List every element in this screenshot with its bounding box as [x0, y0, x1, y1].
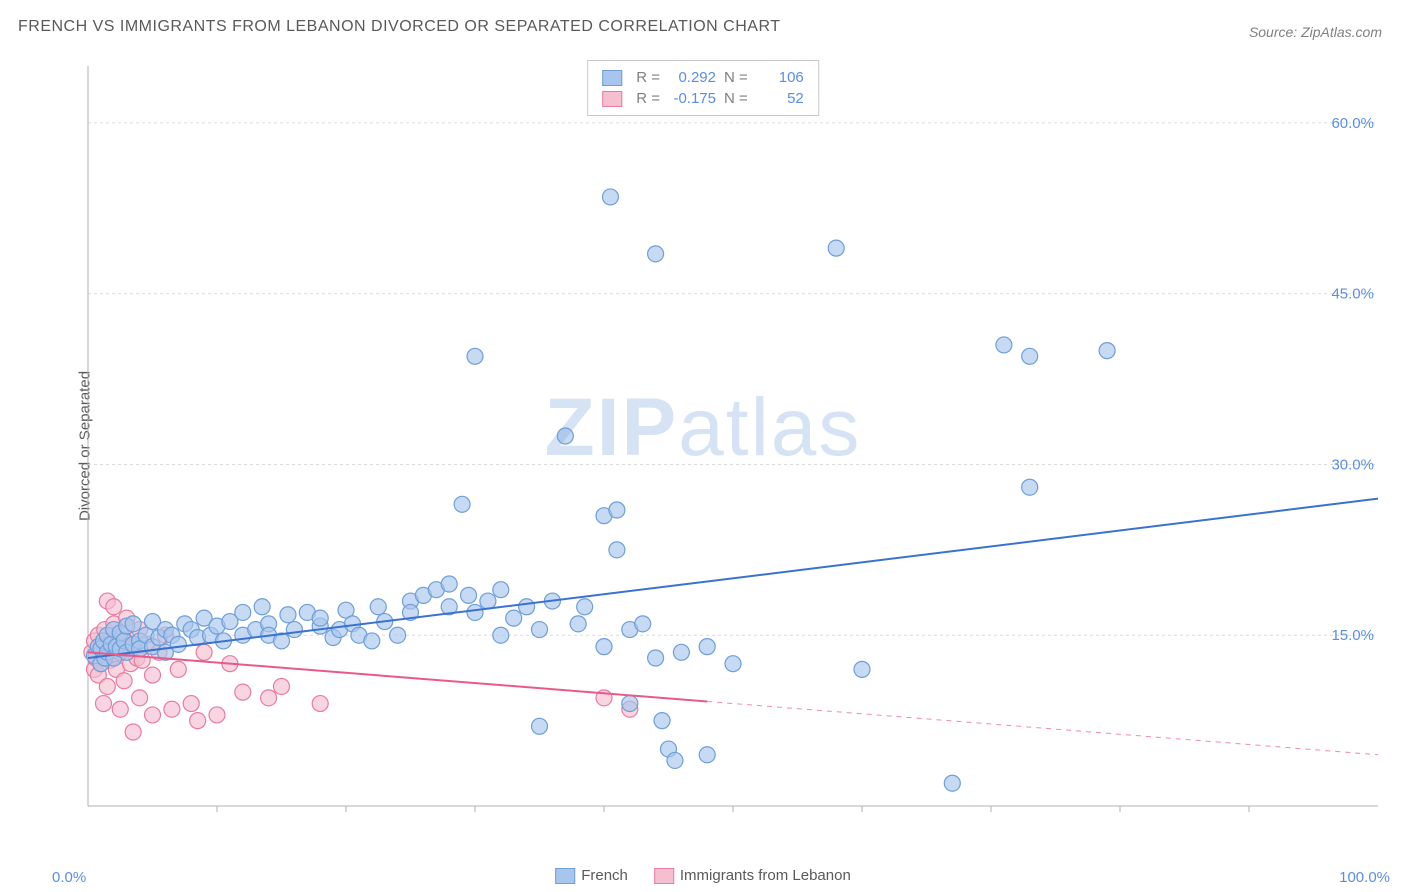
correlation-legend: R = 0.292 N = 106 R = -0.175 N = 52 [587, 60, 819, 116]
n-value-lebanon: 52 [756, 90, 804, 107]
n-label: N = [724, 69, 748, 86]
legend-row-lebanon: R = -0.175 N = 52 [602, 88, 804, 109]
x-axis-max-label: 100.0% [1339, 869, 1390, 886]
svg-text:15.0%: 15.0% [1331, 627, 1374, 644]
chart-title: FRENCH VS IMMIGRANTS FROM LEBANON DIVORC… [18, 18, 781, 36]
r-value-french: 0.292 [668, 69, 716, 86]
legend-row-swatch-french [602, 70, 622, 86]
r-label: R = [636, 69, 660, 86]
r-label: R = [636, 90, 660, 107]
legend-row-swatch-lebanon [602, 91, 622, 107]
n-value-french: 106 [756, 69, 804, 86]
scatter-plot: 15.0% 30.0% 45.0% 60.0% [52, 58, 1390, 836]
legend-item-french: French [555, 867, 628, 884]
legend-swatch-lebanon [654, 868, 674, 884]
x-axis-min-label: 0.0% [52, 869, 86, 886]
legend-label-lebanon: Immigrants from Lebanon [680, 867, 851, 884]
r-value-lebanon: -0.175 [668, 90, 716, 107]
legend-row-french: R = 0.292 N = 106 [602, 67, 804, 88]
svg-text:30.0%: 30.0% [1331, 456, 1374, 473]
svg-text:60.0%: 60.0% [1331, 115, 1374, 132]
svg-text:45.0%: 45.0% [1331, 286, 1374, 303]
n-label: N = [724, 90, 748, 107]
legend-swatch-french [555, 868, 575, 884]
chart-svg: 15.0% 30.0% 45.0% 60.0% [52, 58, 1390, 836]
bottom-legend: French Immigrants from Lebanon [555, 867, 851, 884]
source-attribution: Source: ZipAtlas.com [1249, 24, 1382, 40]
legend-item-lebanon: Immigrants from Lebanon [654, 867, 851, 884]
legend-label-french: French [581, 867, 628, 884]
